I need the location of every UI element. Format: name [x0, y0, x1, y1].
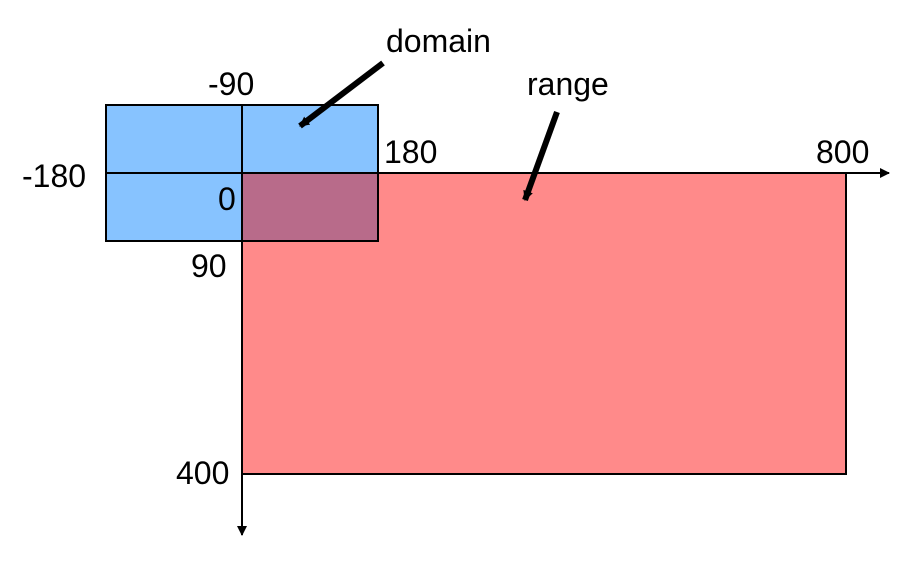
range-pointer-arrow: [522, 110, 560, 202]
width-label: 800: [816, 134, 869, 170]
lat-min-label: -90: [208, 66, 254, 102]
lon-max-label: 180: [384, 134, 437, 170]
range-label: range: [527, 66, 609, 102]
domain-pointer-arrow: [298, 60, 385, 129]
origin-label: 0: [218, 181, 236, 217]
overlap-region: [241, 172, 379, 242]
lat-max-label: 90: [191, 248, 227, 284]
height-label: 400: [176, 455, 229, 491]
lon-min-label: -180: [22, 158, 86, 194]
domain-label: domain: [386, 23, 491, 59]
